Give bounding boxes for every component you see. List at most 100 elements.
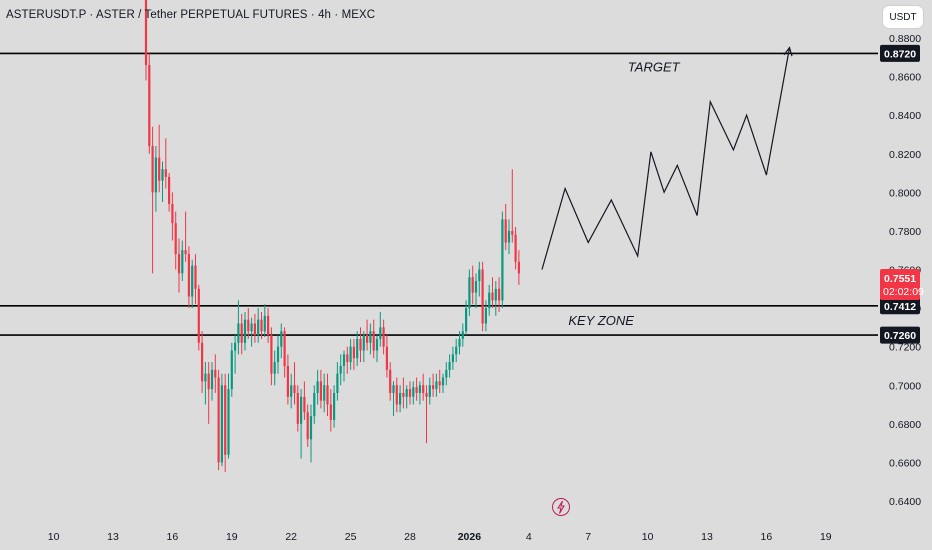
candles	[144, 0, 520, 473]
candle	[511, 169, 514, 243]
x-tick-label: 2026	[458, 531, 482, 543]
projection-arrowhead	[783, 46, 793, 57]
candle-body	[418, 385, 421, 393]
candle-body	[184, 250, 187, 255]
candle-body	[382, 327, 385, 347]
candle	[329, 389, 332, 432]
price-axis[interactable]: 0.88000.86000.84000.82000.80000.78000.76…	[889, 33, 921, 508]
candle-body	[435, 381, 438, 390]
candle	[461, 323, 464, 347]
candle	[267, 308, 270, 343]
candle	[385, 335, 388, 378]
candle-body	[511, 230, 514, 235]
currency-button[interactable]: USDT	[883, 6, 923, 28]
candle-body	[517, 261, 520, 274]
candle	[214, 354, 217, 393]
candle-body	[144, 0, 148, 66]
candle-body	[174, 223, 177, 255]
candle-body	[220, 385, 223, 463]
candle	[204, 362, 207, 405]
candle-body	[362, 335, 365, 351]
current-price-label: 0.7551	[884, 273, 916, 285]
candle-body	[161, 169, 164, 181]
candle-body	[293, 385, 296, 393]
candle	[273, 350, 276, 386]
candle-body	[379, 327, 382, 339]
x-tick-label: 19	[226, 531, 238, 543]
x-tick-label: 28	[404, 531, 416, 543]
time-axis[interactable]: 10 13 16 19 22 25 28 2026 4 7 10 13 16 19	[48, 531, 832, 543]
candle	[379, 311, 382, 347]
candle	[217, 369, 220, 471]
candle-body	[194, 265, 197, 289]
candle-body	[478, 269, 481, 282]
candle-body	[415, 387, 418, 393]
candle-body	[197, 288, 200, 343]
candle	[478, 261, 481, 297]
candle	[187, 246, 190, 309]
candle	[339, 354, 342, 386]
y-tick-label: 0.8400	[889, 110, 921, 122]
candle	[412, 381, 415, 405]
candle	[158, 124, 161, 193]
candle	[283, 327, 286, 378]
candle	[184, 211, 187, 262]
candle-body	[366, 335, 369, 343]
candle	[280, 323, 283, 359]
candle	[488, 284, 491, 316]
candle	[220, 373, 223, 467]
candle	[425, 385, 428, 444]
x-tick-label: 22	[285, 531, 297, 543]
candle-body	[187, 254, 190, 297]
candle	[458, 331, 461, 355]
candle-body	[474, 281, 478, 293]
candle-body	[458, 338, 461, 347]
chart-title: ASTERUSDT.P · ASTER / Tether PERPETUAL F…	[6, 9, 376, 21]
candle-body	[214, 369, 217, 378]
candle-body	[507, 230, 511, 243]
candle	[230, 342, 233, 397]
candle	[435, 373, 438, 397]
candle-body	[369, 331, 372, 343]
candle-body	[181, 250, 184, 274]
candle	[372, 319, 375, 359]
candle-body	[303, 396, 306, 413]
candle	[319, 369, 322, 409]
candle	[494, 281, 497, 316]
candle	[405, 385, 408, 409]
candle-body	[286, 365, 289, 397]
candle	[197, 284, 200, 351]
candle-body	[234, 342, 237, 351]
candle-body	[230, 350, 233, 390]
candle	[514, 227, 517, 270]
candle	[161, 161, 164, 202]
candle-body	[260, 319, 263, 332]
candle	[276, 335, 280, 374]
candle	[346, 346, 349, 374]
candle-body	[237, 323, 240, 343]
candle-body	[468, 277, 471, 309]
y-tick-label: 0.7000	[889, 380, 921, 392]
x-tick-label: 25	[345, 531, 357, 543]
candle	[306, 404, 309, 447]
candle-body	[191, 265, 194, 297]
candle	[316, 369, 319, 405]
candle	[144, 0, 148, 81]
candle	[154, 146, 157, 212]
candle-body	[481, 269, 484, 324]
candle-body	[267, 315, 270, 336]
x-tick-label: 7	[585, 531, 591, 543]
candle-body	[300, 396, 303, 424]
candle-body	[204, 373, 207, 382]
candle-body	[399, 392, 402, 405]
candle-body	[283, 331, 286, 366]
x-tick-label: 13	[107, 531, 119, 543]
candle	[362, 331, 365, 363]
x-tick-label: 10	[642, 531, 654, 543]
lightning-bolt-icon[interactable]	[552, 498, 570, 516]
candle-body	[339, 365, 342, 374]
y-tick-label: 0.8200	[889, 149, 921, 161]
candle-body	[257, 319, 260, 336]
